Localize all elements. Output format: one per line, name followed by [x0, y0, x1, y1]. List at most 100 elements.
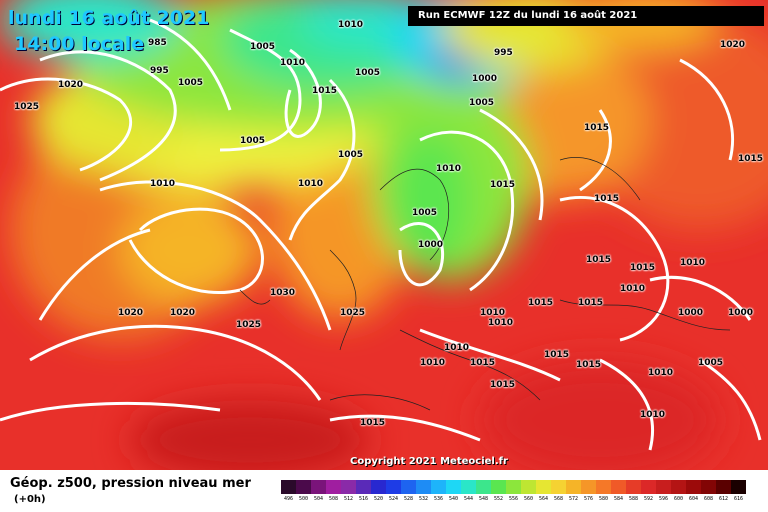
pressure-label: 1015: [586, 255, 612, 265]
pressure-label: 1010: [298, 179, 324, 189]
scale-swatch: [611, 480, 626, 494]
scale-label: 540: [448, 496, 459, 502]
scale-swatch: [446, 480, 461, 494]
pressure-label: 1015: [312, 86, 338, 96]
pressure-label: 1025: [236, 320, 262, 330]
scale-label: 572: [568, 496, 579, 502]
pressure-label: 1015: [578, 298, 604, 308]
scale-label: 580: [598, 496, 609, 502]
scale-label: 532: [418, 496, 429, 502]
scale-label: 608: [703, 496, 714, 502]
scale-label: 544: [463, 496, 474, 502]
scale-label: 508: [328, 496, 339, 502]
pressure-label: 1015: [584, 123, 610, 133]
coastlines: [239, 157, 731, 411]
pressure-label: 1010: [150, 179, 176, 189]
copyright-text: Copyright 2021 Meteociel.fr: [350, 456, 508, 467]
scale-swatch: [491, 480, 506, 494]
scale-swatch: [521, 480, 536, 494]
pressure-label: 1015: [490, 380, 516, 390]
pressure-label: 1010: [680, 258, 706, 268]
scale-label: 592: [643, 496, 654, 502]
pressure-label: 1010: [640, 410, 666, 420]
pressure-label: 995: [150, 66, 169, 76]
scale-swatch: [401, 480, 416, 494]
scale-swatch: [296, 480, 311, 494]
scale-swatch: [281, 480, 296, 494]
pressure-label: 1015: [630, 263, 656, 273]
pressure-label: 1010: [488, 318, 514, 328]
pressure-label: 1020: [58, 80, 84, 90]
scale-label: 496: [283, 496, 294, 502]
scale-label: 520: [373, 496, 384, 502]
scale-swatch: [626, 480, 641, 494]
scale-label: 576: [583, 496, 594, 502]
pressure-label: 1015: [360, 418, 386, 428]
legend-title: Géop. z500, pression niveau mer: [10, 476, 251, 491]
pressure-label: 1000: [472, 74, 498, 84]
pressure-label: 1005: [698, 358, 724, 368]
pressure-label: 1005: [338, 150, 364, 160]
scale-label: 500: [298, 496, 309, 502]
scale-swatch: [596, 480, 611, 494]
pressure-label: 1000: [418, 240, 444, 250]
pressure-label: 1015: [738, 154, 764, 164]
map-date: lundi 16 août 2021: [8, 7, 210, 29]
scale-label: 588: [628, 496, 639, 502]
scale-label: 568: [553, 496, 564, 502]
scale-swatch: [701, 480, 716, 494]
scale-swatch: [476, 480, 491, 494]
scale-label: 556: [508, 496, 519, 502]
scale-label: 524: [388, 496, 399, 502]
pressure-label: 1020: [170, 308, 196, 318]
scale-label: 600: [673, 496, 684, 502]
pressure-label: 1015: [576, 360, 602, 370]
pressure-label: 1005: [240, 136, 266, 146]
scale-label: 564: [538, 496, 549, 502]
pressure-label: 1015: [528, 298, 554, 308]
map-time: 14:00 locale: [14, 33, 145, 55]
pressure-label: 1020: [118, 308, 144, 318]
scale-swatch: [506, 480, 521, 494]
scale-label: 560: [523, 496, 534, 502]
scale-label: 504: [313, 496, 324, 502]
legend-footer: Géop. z500, pression niveau mer (+0h) 49…: [0, 470, 768, 512]
scale-swatch: [461, 480, 476, 494]
pressure-label: 1010: [436, 164, 462, 174]
pressure-label: 1005: [355, 68, 381, 78]
pressure-label: 1000: [678, 308, 704, 318]
geopotential-field: [0, 0, 768, 470]
scale-label: 552: [493, 496, 504, 502]
scale-label: 596: [658, 496, 669, 502]
legend-subtitle: (+0h): [14, 494, 46, 505]
scale-swatch: [326, 480, 341, 494]
pressure-label: 1010: [280, 58, 306, 68]
scale-swatch: [656, 480, 671, 494]
scale-swatch: [371, 480, 386, 494]
scale-swatch: [581, 480, 596, 494]
pressure-label: 1015: [470, 358, 496, 368]
pressure-label: 1030: [270, 288, 296, 298]
run-info-banner: Run ECMWF 12Z du lundi 16 août 2021: [408, 6, 764, 26]
pressure-label: 1025: [14, 102, 40, 112]
pressure-label: 1010: [620, 284, 646, 294]
scale-swatch: [536, 480, 551, 494]
pressure-label: 995: [494, 48, 513, 58]
scale-label: 612: [718, 496, 729, 502]
pressure-label: 1000: [728, 308, 754, 318]
scale-label: 528: [403, 496, 414, 502]
pressure-label: 1025: [340, 308, 366, 318]
forecast-map: lundi 16 août 2021 14:00 locale Run ECMW…: [0, 0, 768, 470]
pressure-label: 1005: [250, 42, 276, 52]
scale-swatch: [686, 480, 701, 494]
pressure-label: 985: [148, 38, 167, 48]
scale-swatch: [551, 480, 566, 494]
pressure-label: 1010: [444, 343, 470, 353]
scale-swatch: [716, 480, 731, 494]
scale-swatch: [416, 480, 431, 494]
pressure-label: 1010: [338, 20, 364, 30]
pressure-label: 1020: [720, 40, 746, 50]
pressure-label: 1015: [490, 180, 516, 190]
scale-label: 512: [343, 496, 354, 502]
